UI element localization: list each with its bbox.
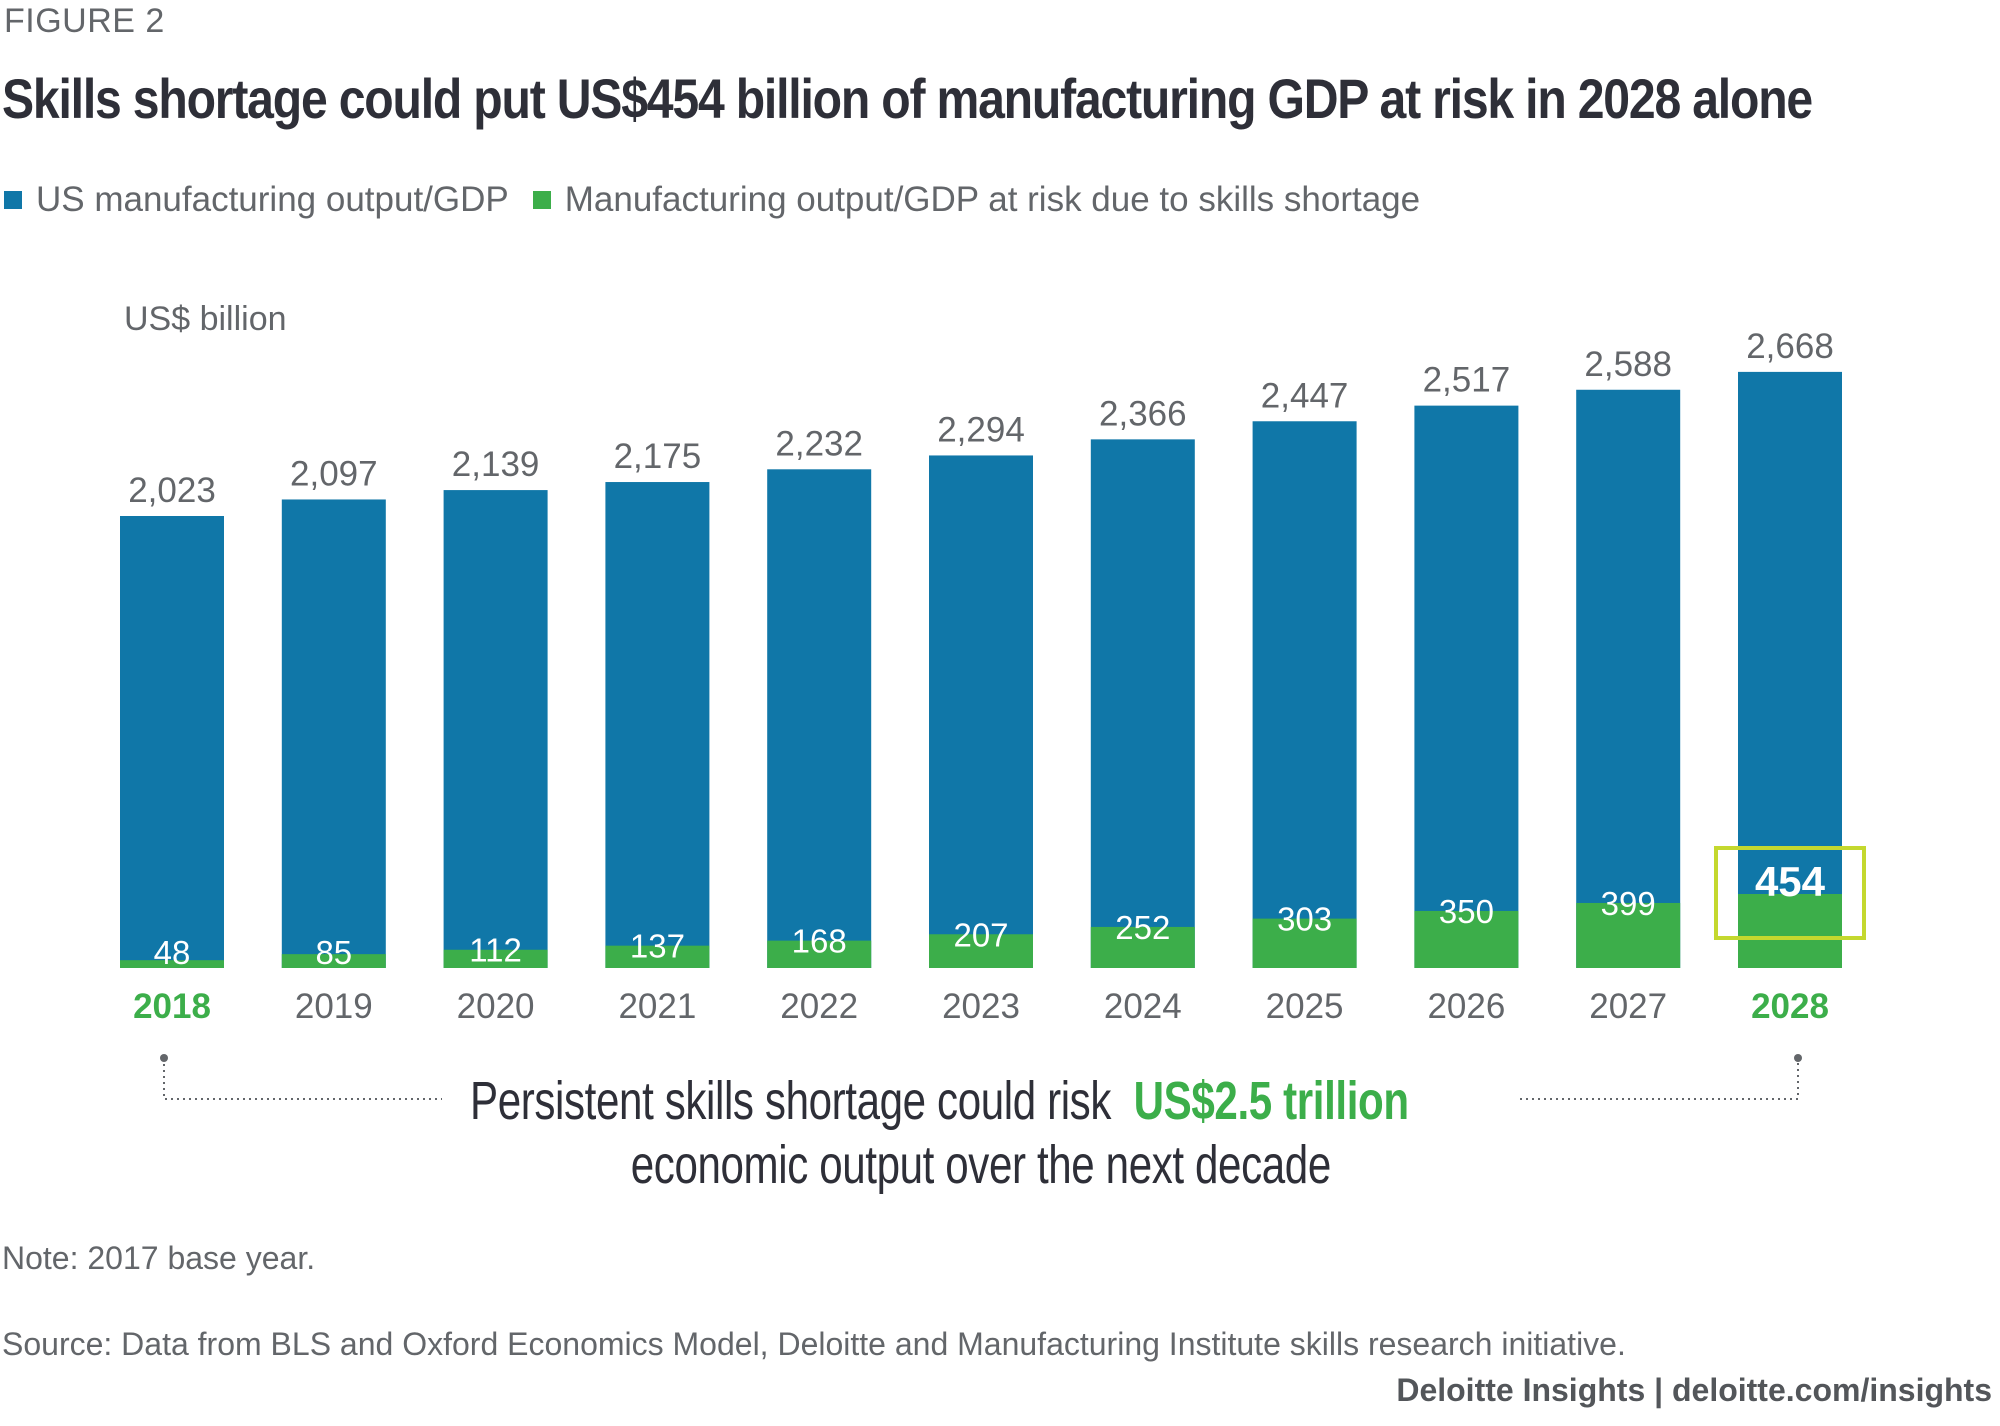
x-tick-label-2021: 2021 (618, 987, 696, 1026)
x-tick-label-2026: 2026 (1427, 987, 1505, 1026)
bar-output-2018 (120, 516, 224, 968)
value-label-at-risk-2021: 137 (630, 928, 685, 965)
bar-at-risk-2023 (929, 934, 1033, 968)
x-tick-label-2027: 2027 (1589, 987, 1667, 1026)
x-tick-label-2022: 2022 (780, 987, 858, 1026)
note: Note: 2017 base year. (2, 1240, 316, 1276)
value-label-output-2020: 2,139 (452, 445, 540, 484)
legend-swatch-at-risk (532, 191, 551, 209)
value-label-output-2022: 2,232 (775, 424, 863, 463)
bar-output-2021 (605, 482, 710, 968)
x-tick-label-2018: 2018 (133, 987, 211, 1026)
legend-swatch-output (4, 191, 22, 209)
x-tick-label-2019: 2019 (295, 987, 373, 1026)
value-label-at-risk-2020: 112 (469, 932, 522, 969)
bar-at-risk-2018 (120, 960, 224, 968)
highlight-box-2028 (1714, 846, 1866, 940)
value-label-at-risk-2026: 350 (1439, 893, 1494, 930)
chart-title: Skills shortage could put US$454 billion… (2, 67, 1813, 130)
bar-output-2025 (1252, 421, 1357, 968)
value-label-output-2025: 2,447 (1261, 376, 1349, 415)
x-tick-label-2028: 2028 (1751, 987, 1829, 1026)
bar-at-risk-2025 (1252, 918, 1357, 968)
legend-label-output: US manufacturing output/GDP (36, 180, 509, 219)
bar-output-2020 (443, 490, 548, 968)
bar-at-risk-2021 (605, 945, 710, 968)
value-label-output-2027: 2,588 (1584, 345, 1672, 384)
callout-connector-right (1520, 1058, 1799, 1100)
callout-line-2: economic output over the next decade (0, 1134, 1962, 1196)
x-tick-label-2023: 2023 (942, 987, 1020, 1026)
source: Source: Data from BLS and Oxford Economi… (2, 1326, 1626, 1362)
bar-output-2024 (1090, 439, 1195, 969)
y-unit-label: US$ billion (124, 300, 287, 338)
legend-label-at-risk: Manufacturing output/GDP at risk due to … (564, 180, 1421, 219)
credit: Deloitte Insights | deloitte.com/insight… (1396, 1372, 1992, 1408)
bar-output-2019 (281, 499, 386, 968)
value-label-output-2028: 2,668 (1746, 327, 1834, 366)
bar-output-2026 (1414, 405, 1519, 968)
bar-output-2027 (1576, 389, 1681, 969)
value-label-output-2019: 2,097 (290, 454, 378, 493)
bar-at-risk-2024 (1090, 926, 1195, 968)
bar-at-risk-2022 (767, 940, 872, 968)
value-label-at-risk-2025: 303 (1277, 901, 1332, 938)
bar-output-2023 (929, 455, 1033, 968)
bar-at-risk-2019 (281, 954, 386, 968)
value-label-at-risk-2022: 168 (792, 923, 847, 960)
bar-at-risk-2020 (443, 949, 548, 968)
value-label-output-2026: 2,517 (1423, 361, 1511, 400)
value-label-at-risk-2028: 454 (1755, 858, 1826, 905)
x-tick-label-2024: 2024 (1104, 987, 1182, 1026)
value-label-at-risk-2027: 399 (1601, 885, 1656, 922)
bar-at-risk-2028 (1738, 893, 1842, 968)
callout-connector-left (163, 1058, 442, 1100)
x-tick-label-2020: 2020 (457, 987, 535, 1026)
bar-at-risk-2026 (1414, 910, 1519, 968)
legend-item-output: US manufacturing output/GDP (4, 180, 509, 220)
callout-accent: US$2.5 trillion (1133, 1071, 1409, 1131)
value-label-at-risk-2023: 207 (953, 916, 1008, 953)
callout-prefix: Persistent skills shortage could risk (470, 1071, 1112, 1131)
value-label-at-risk-2018: 48 (154, 934, 191, 971)
legend: US manufacturing output/GDP Manufacturin… (4, 180, 1444, 220)
legend-item-at-risk: Manufacturing output/GDP at risk due to … (532, 180, 1421, 220)
value-label-output-2023: 2,294 (937, 410, 1025, 449)
value-label-at-risk-2019: 85 (315, 934, 352, 971)
callout-line-1: Persistent skills shortage could risk US… (470, 1070, 1409, 1132)
value-label-at-risk-2024: 252 (1115, 909, 1170, 946)
callout-line-2-text: economic output over the next decade (630, 1135, 1332, 1195)
value-label-output-2018: 2,023 (128, 471, 216, 510)
bar-at-risk-2027 (1576, 902, 1681, 968)
figure-label: FIGURE 2 (4, 2, 165, 40)
bar-output-2028 (1738, 371, 1842, 968)
bar-output-2022 (767, 469, 872, 968)
x-tick-label-2025: 2025 (1266, 987, 1344, 1026)
value-label-output-2021: 2,175 (614, 437, 702, 476)
value-label-output-2024: 2,366 (1099, 394, 1187, 433)
